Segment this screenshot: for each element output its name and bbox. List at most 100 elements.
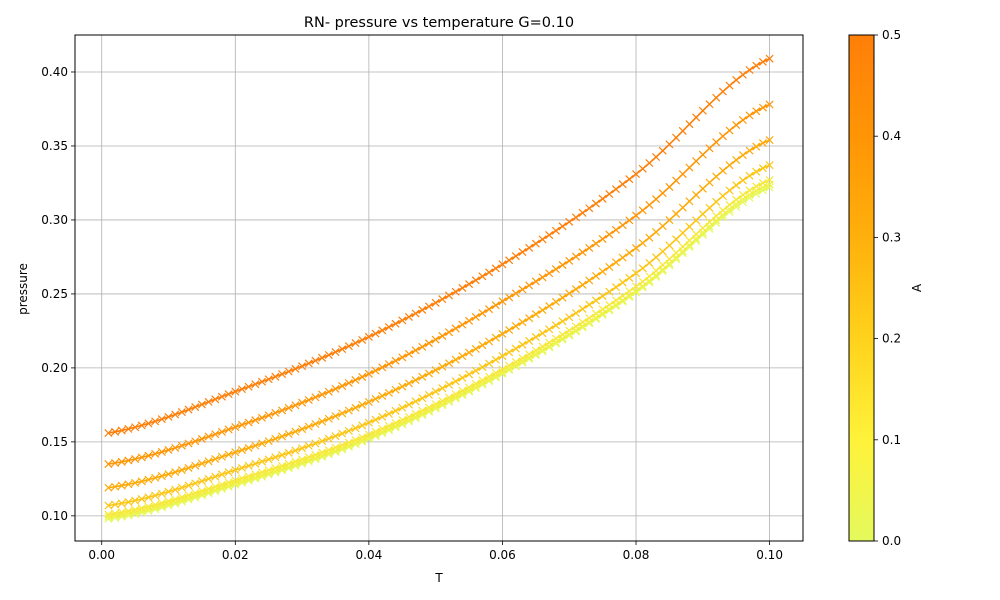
data-point-marker	[538, 342, 547, 351]
data-point-marker	[712, 93, 721, 102]
data-point-marker	[738, 190, 747, 199]
data-point-marker	[311, 356, 320, 365]
data-point-marker	[652, 253, 661, 262]
data-point-marker	[685, 243, 694, 252]
data-point-marker	[364, 397, 373, 406]
data-point-marker	[338, 409, 347, 418]
data-point-marker	[658, 146, 667, 155]
data-point-marker	[505, 256, 514, 265]
data-point-marker	[331, 443, 340, 452]
data-point-marker	[444, 291, 454, 300]
data-point-marker	[157, 415, 166, 424]
data-point-marker	[291, 401, 300, 410]
data-point-marker	[351, 403, 360, 412]
data-point-marker	[404, 412, 413, 421]
data-point-marker	[171, 410, 180, 419]
data-point-marker	[705, 178, 714, 187]
data-point-marker	[271, 464, 280, 473]
data-point-marker	[765, 100, 774, 109]
data-point-marker	[585, 243, 594, 252]
colorbar-tick-label: 0.3	[882, 230, 901, 244]
series-A-0.1	[104, 175, 774, 519]
data-point-marker	[672, 209, 681, 218]
data-point-marker	[131, 478, 140, 487]
data-point-marker	[391, 319, 400, 328]
data-point-marker	[291, 427, 300, 436]
data-point-marker	[665, 241, 674, 250]
data-point-marker	[438, 295, 447, 304]
data-point-marker	[545, 338, 554, 347]
data-point-marker	[531, 310, 540, 319]
data-point-marker	[672, 248, 681, 257]
data-point-marker	[685, 222, 694, 231]
data-point-marker	[344, 378, 353, 388]
data-point-marker	[251, 459, 260, 468]
data-point-marker	[611, 185, 621, 194]
data-point-marker	[692, 113, 701, 122]
data-point-marker	[491, 333, 500, 342]
data-point-marker	[111, 458, 120, 468]
data-point-marker	[184, 405, 193, 414]
data-point-marker	[298, 455, 307, 464]
data-point-marker	[364, 418, 373, 427]
data-point-marker	[658, 267, 667, 276]
data-point-marker	[658, 261, 667, 270]
data-point-marker	[498, 365, 507, 374]
y-tick-label: 0.25	[41, 287, 68, 301]
data-point-marker	[318, 353, 327, 362]
data-point-marker	[438, 331, 447, 340]
data-point-marker	[545, 231, 554, 240]
data-point-marker	[712, 172, 721, 181]
data-point-marker	[752, 107, 761, 116]
data-point-marker	[638, 239, 647, 248]
data-point-marker	[585, 313, 594, 323]
data-point-marker	[665, 255, 674, 264]
data-point-marker	[672, 255, 681, 264]
data-point-marker	[338, 345, 347, 354]
data-point-marker	[451, 377, 460, 386]
data-point-marker	[438, 362, 447, 371]
data-point-marker	[251, 441, 260, 450]
data-point-marker	[558, 222, 567, 231]
data-point-marker	[304, 359, 313, 368]
data-point-marker	[251, 380, 260, 389]
data-point-marker	[431, 335, 440, 344]
data-point-marker	[758, 103, 767, 112]
data-point-marker	[545, 269, 554, 278]
data-point-marker	[478, 309, 487, 318]
data-point-marker	[191, 403, 200, 412]
data-point-marker	[591, 309, 600, 318]
data-point-marker	[578, 248, 587, 257]
data-point-marker	[465, 383, 474, 392]
data-point-marker	[131, 496, 140, 505]
data-point-marker	[157, 472, 166, 481]
data-point-marker	[184, 481, 193, 490]
data-point-marker	[157, 499, 166, 508]
data-point-marker	[264, 375, 273, 384]
data-point-marker	[411, 309, 420, 318]
data-point-marker	[111, 500, 120, 509]
data-point-marker	[411, 409, 420, 418]
data-point-marker	[177, 466, 186, 475]
data-point-marker	[765, 161, 774, 170]
data-point-marker	[605, 300, 614, 309]
data-point-marker	[705, 203, 714, 212]
data-point-marker	[318, 390, 327, 399]
data-point-marker	[171, 495, 180, 504]
data-point-marker	[257, 413, 267, 422]
data-point-marker	[525, 243, 534, 252]
data-point-marker	[451, 287, 460, 296]
data-point-marker	[331, 348, 340, 357]
data-point-marker	[511, 344, 520, 353]
data-point-marker	[732, 155, 741, 164]
data-point-marker	[257, 377, 267, 386]
data-point-marker	[718, 206, 727, 215]
data-point-marker	[478, 341, 487, 350]
data-point-marker	[244, 443, 253, 452]
data-point-marker	[257, 439, 267, 448]
data-point-marker	[632, 170, 641, 179]
data-point-marker	[478, 272, 487, 281]
data-point-marker	[732, 181, 741, 190]
data-point-marker	[618, 221, 627, 230]
